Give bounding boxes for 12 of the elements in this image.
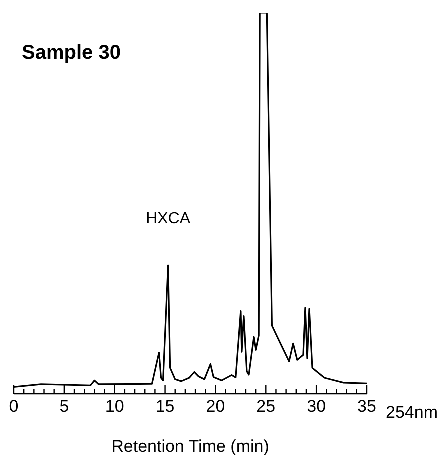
- x-tick-label: 30: [307, 397, 326, 416]
- x-tick-label: 0: [9, 397, 19, 416]
- x-tick-label: 10: [105, 397, 124, 416]
- x-tick-label: 35: [358, 397, 376, 416]
- x-tick-label: 15: [156, 397, 175, 416]
- x-tick-label: 20: [206, 397, 226, 416]
- text: 254nm: [386, 403, 438, 423]
- x-axis-title: Retention Time (min): [112, 437, 270, 456]
- text: Sample 30: [22, 42, 121, 65]
- x-tick-label: 25: [256, 397, 276, 416]
- annotation: HXCA: [146, 210, 191, 228]
- x-tick-label: 5: [60, 397, 70, 416]
